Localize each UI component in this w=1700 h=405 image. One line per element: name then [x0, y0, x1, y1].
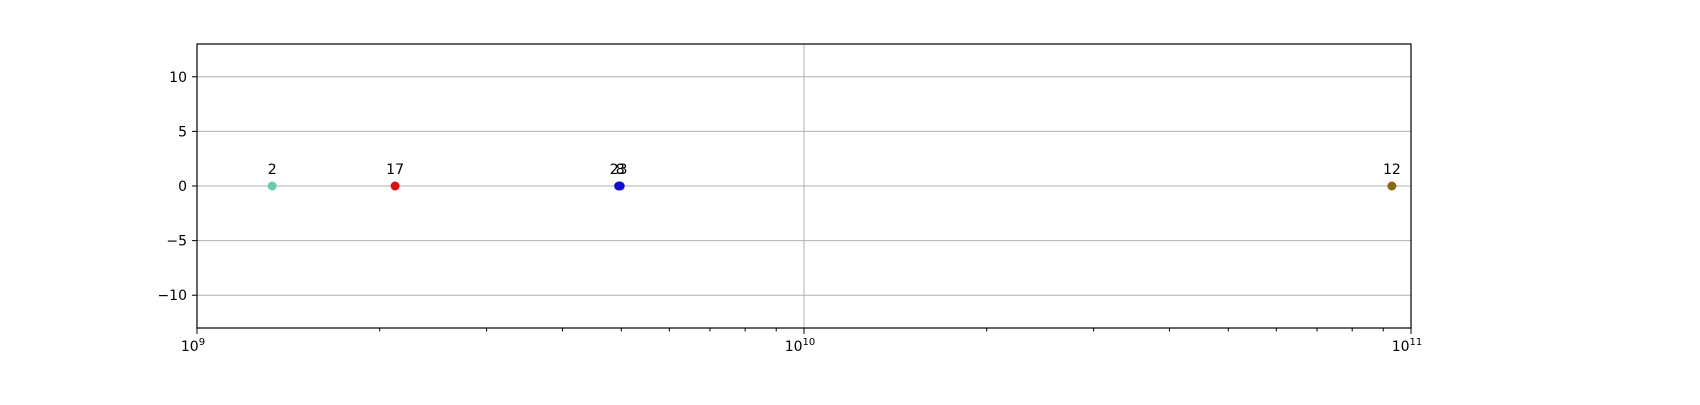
grid-layer	[196, 44, 1412, 328]
data-point-label: 23	[610, 162, 628, 178]
data-point	[267, 181, 277, 191]
x-tick-label: 109	[181, 337, 205, 355]
points-layer: 2 17 238 12	[267, 162, 1401, 191]
axis-layer: 10 5 0 −5 −10 109 1010 1011	[157, 70, 1422, 355]
data-point	[390, 181, 400, 191]
data-point-label: 17	[386, 162, 404, 178]
data-point-label: 2	[268, 162, 277, 178]
data-point	[1387, 181, 1397, 191]
data-point-label: 8	[616, 162, 625, 178]
data-point-label: 12	[1383, 162, 1401, 178]
data-point	[615, 181, 625, 191]
y-tick-label: 0	[178, 179, 187, 195]
y-tick-label: 10	[169, 70, 187, 86]
x-tick-label: 1011	[1392, 337, 1423, 355]
x-tick-label: 1010	[785, 337, 816, 355]
plot-frame	[196, 43, 1412, 329]
y-tick-label: 5	[178, 124, 187, 140]
y-tick-label: −5	[166, 234, 187, 250]
y-tick-label: −10	[157, 288, 187, 304]
